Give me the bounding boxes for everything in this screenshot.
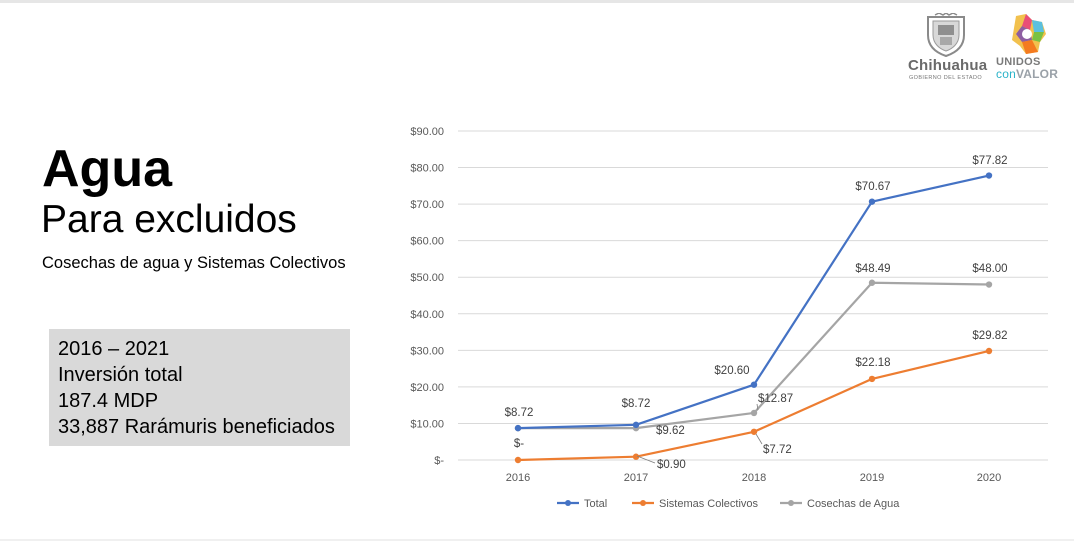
leader-line [636,455,656,464]
data-label-sistemas-colectivos: $0.90 [657,459,686,471]
info-investment-amount: 187.4 MDP [58,390,159,412]
point-total [868,198,876,205]
data-label-cosechas-de-agua: $9.62 [656,425,685,437]
data-label-total: $20.60 [714,365,749,377]
data-label-total: $8.72 [622,398,651,410]
con-valor-logo-text: conVALOR [996,67,1058,81]
data-label-sistemas-colectivos: $- [514,438,524,450]
legend-marker-sistemas-colectivos [640,500,646,506]
y-tick-label: $90.00 [410,126,444,138]
x-tick-label: 2017 [624,472,648,484]
y-tick-label: $80.00 [410,163,444,175]
series-line-sistemas-colectivos [517,349,990,462]
series-line-cosechas-de-agua [518,281,990,430]
y-tick-label: $50.00 [410,272,444,284]
data-label-sistemas-colectivos: $29.82 [972,330,1007,342]
gobierno-logo-text: GOBIERNO DEL ESTADO [909,75,983,81]
point-total [632,421,640,429]
leader-line [756,403,759,411]
slide-title: Agua [42,140,172,198]
info-beneficiaries: 33,887 Rarámuris beneficiados [58,416,335,438]
unidos-logo-text: UNIDOS [996,56,1041,68]
legend-label-cosechas-de-agua: Cosechas de Agua [807,498,900,510]
y-tick-label: $20.00 [410,382,444,394]
legend-label-sistemas-colectivos: Sistemas Colectivos [659,498,759,510]
data-label-sistemas-colectivos: $7.72 [763,444,792,456]
point-sistemas-colectivos [868,375,876,383]
data-label-sistemas-colectivos: $22.18 [855,357,890,369]
y-tick-label: $70.00 [410,199,444,211]
unidos-con-valor-logo-icon [1012,14,1046,54]
point-cosechas-de-agua [750,409,758,417]
point-total [750,381,758,388]
bottom-border [0,539,1074,541]
x-tick-label: 2016 [506,472,530,484]
investment-summary-box: 2016 – 2021 Inversión total 187.4 MDP 33… [49,329,350,446]
point-sistemas-colectivos [514,456,522,464]
point-cosechas-de-agua [868,279,876,286]
y-tick-label: $10.00 [410,418,444,430]
slide-subtitle: Para excluidos [41,198,297,241]
x-tick-label: 2018 [742,472,766,484]
leader-line [755,433,763,445]
data-label-total: $77.82 [972,155,1007,167]
data-label-total: $8.72 [505,407,534,419]
legend-marker-cosechas-de-agua [788,500,794,506]
x-tick-label: 2020 [977,472,1001,484]
data-label-cosechas-de-agua: $48.49 [855,263,890,275]
point-cosechas-de-agua [985,281,993,288]
valor-text: VALOR [1015,67,1059,81]
chihuahua-logo-text: Chihuahua [908,57,988,74]
legend-marker-total [565,500,571,506]
data-label-cosechas-de-agua: $48.00 [972,263,1007,275]
y-tick-label: $40.00 [410,309,444,321]
y-tick-label: $60.00 [410,236,444,248]
y-tick-label: $- [434,455,444,467]
point-sistemas-colectivos [750,428,758,435]
top-border [0,0,1074,3]
data-label-cosechas-de-agua: $12.87 [758,393,793,405]
info-investment-label: Inversión total [58,364,183,386]
con-text: con [996,67,1016,81]
series-line-total [517,174,990,430]
data-label-total: $70.67 [855,181,890,193]
point-sistemas-colectivos [985,347,993,355]
point-total [985,172,993,179]
slide-tagline: Cosechas de agua y Sistemas Colectivos [42,254,346,272]
x-tick-label: 2019 [860,472,884,484]
y-tick-label: $30.00 [410,345,444,357]
point-sistemas-colectivos [632,453,640,460]
info-period: 2016 – 2021 [58,338,170,360]
point-total [514,424,522,432]
legend-label-total: Total [584,498,607,510]
chihuahua-seal-logo [927,13,965,57]
